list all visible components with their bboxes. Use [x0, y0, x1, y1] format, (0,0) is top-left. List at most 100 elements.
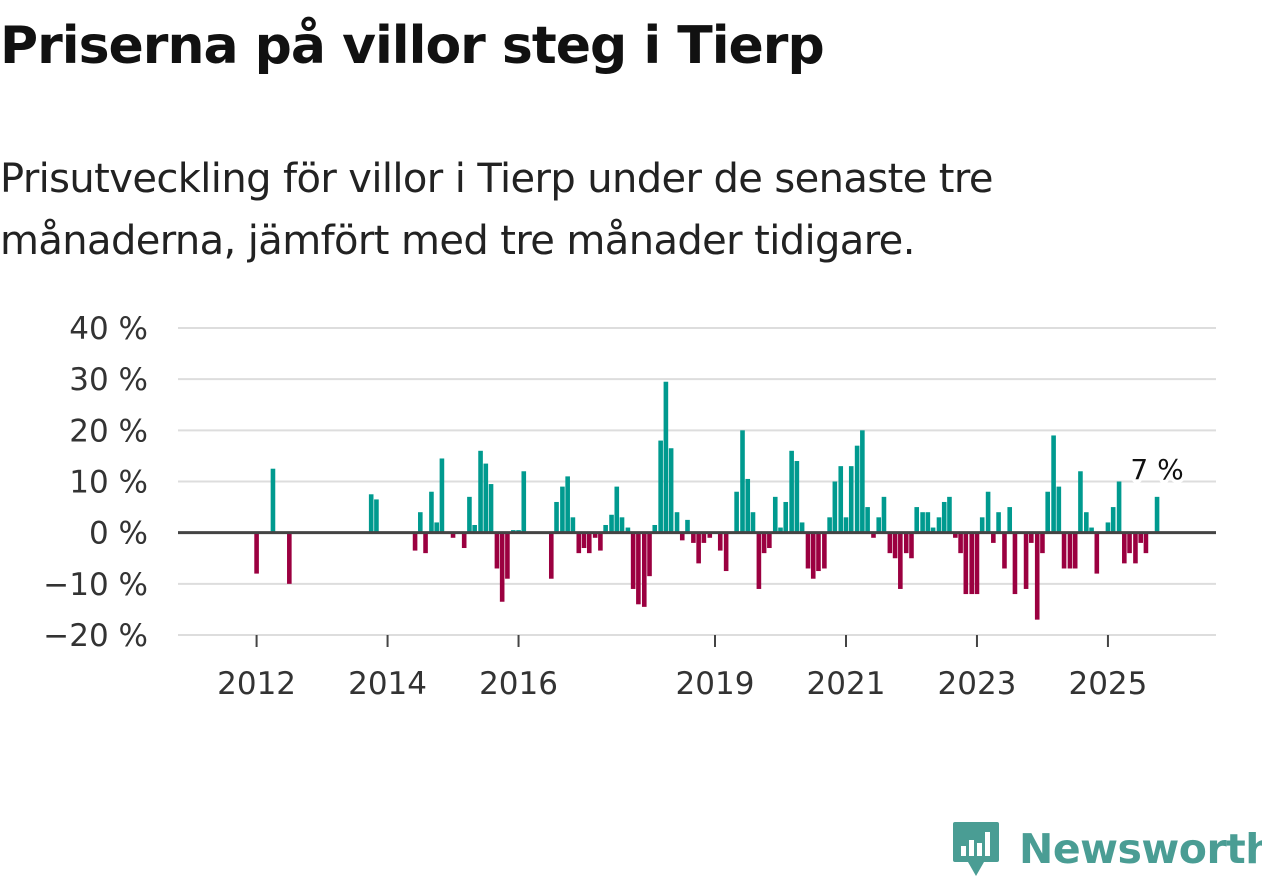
bar-positive: [843, 517, 849, 533]
bar-positive: [1110, 507, 1116, 533]
bars: [254, 381, 1160, 620]
bar-negative: [892, 532, 898, 559]
bar-positive: [374, 499, 379, 533]
bar-positive: [985, 491, 991, 533]
bar-negative: [254, 532, 259, 574]
bar-positive: [685, 519, 690, 533]
bar-negative: [287, 532, 292, 584]
bar-positive: [789, 450, 794, 533]
bar-positive: [876, 517, 882, 533]
bar-positive: [439, 458, 445, 533]
bar-positive: [1105, 522, 1111, 533]
bar-negative: [871, 532, 876, 538]
bar-negative: [1061, 532, 1067, 569]
bar-negative: [767, 532, 772, 549]
bar-positive: [570, 517, 576, 533]
bar-negative: [412, 532, 418, 551]
bar-negative: [505, 532, 510, 579]
bar-negative: [1138, 532, 1143, 543]
bar-positive: [838, 466, 844, 533]
bar-negative: [701, 532, 707, 543]
bar-positive: [778, 527, 783, 533]
chart-title: Priserna på villor steg i Tierp: [0, 16, 825, 76]
bar-negative: [723, 532, 729, 572]
bar-negative: [450, 532, 456, 538]
bar-negative: [576, 532, 582, 554]
bar-positive: [554, 501, 559, 533]
bar-negative: [1094, 532, 1100, 574]
bar-positive: [368, 494, 374, 533]
y-tick-label: 40 %: [69, 311, 148, 347]
bar-negative: [1067, 532, 1073, 569]
bar-positive: [848, 466, 854, 533]
bar-positive: [478, 450, 483, 533]
bar-negative: [756, 532, 762, 589]
bar-positive: [865, 507, 870, 533]
bar-negative: [953, 532, 958, 538]
bar-positive: [1045, 491, 1050, 533]
gridlines: [178, 327, 1216, 636]
bar-positive: [560, 486, 565, 533]
bar-negative: [548, 532, 554, 579]
bar-negative: [1029, 532, 1034, 543]
bar-negative: [963, 532, 969, 595]
bar-negative: [707, 532, 713, 538]
bar-positive: [832, 481, 838, 533]
bar-negative: [1012, 532, 1018, 595]
bar-negative: [822, 532, 827, 569]
bar-negative: [887, 532, 893, 554]
y-tick-label: 20 %: [69, 413, 148, 449]
x-tick-label: 2016: [479, 666, 558, 702]
bar-positive: [941, 501, 947, 533]
bar-negative: [810, 532, 816, 579]
bar-positive: [614, 486, 620, 533]
bar-positive: [663, 381, 669, 533]
bar-negative: [1127, 532, 1132, 554]
bar-negative: [974, 532, 980, 595]
bar-positive: [658, 440, 663, 533]
bar-positive: [936, 517, 942, 533]
bar-positive: [1078, 471, 1083, 533]
bar-negative: [636, 532, 641, 605]
x-tick-label: 2012: [217, 666, 296, 702]
bar-positive: [1084, 512, 1089, 533]
annotations: 7 %: [1127, 449, 1187, 489]
y-tick-label: 10 %: [69, 465, 148, 501]
bar-positive: [860, 430, 865, 533]
bar-positive: [609, 514, 614, 533]
bar-positive: [783, 501, 789, 533]
bar-negative: [592, 532, 598, 538]
bar-positive: [418, 512, 423, 533]
bar-negative: [991, 532, 996, 543]
bar-negative: [647, 532, 652, 577]
bar-negative: [696, 532, 701, 564]
x-tick-label: 2021: [807, 666, 886, 702]
bar-negative: [898, 532, 903, 589]
bar-positive: [734, 491, 739, 533]
bar-positive: [930, 527, 936, 533]
bar-positive: [652, 524, 658, 533]
bar-negative: [1122, 532, 1127, 564]
y-axis-labels: 40 % 30 % 20 % 10 % 0 % −10 % −20 %: [43, 311, 148, 654]
bar-positive: [1089, 527, 1094, 533]
bar-negative: [1023, 532, 1029, 589]
bar-negative: [423, 532, 428, 554]
bar-positive: [1007, 507, 1013, 533]
bar-negative: [586, 532, 592, 554]
bar-positive: [799, 522, 805, 533]
bar-positive: [467, 496, 472, 533]
y-tick-label: 30 %: [69, 362, 148, 398]
bar-negative: [909, 532, 914, 559]
bar-negative: [679, 532, 685, 541]
bar-positive: [772, 496, 778, 533]
x-tick-label: 2025: [1068, 666, 1147, 702]
x-tick-label: 2023: [938, 666, 1017, 702]
bar-positive: [483, 463, 489, 533]
bar-positive: [1154, 496, 1160, 533]
bar-positive: [750, 512, 756, 533]
bar-positive: [488, 484, 494, 533]
bar-negative: [969, 532, 975, 595]
bar-positive: [745, 478, 751, 533]
bar-negative: [1143, 532, 1149, 554]
